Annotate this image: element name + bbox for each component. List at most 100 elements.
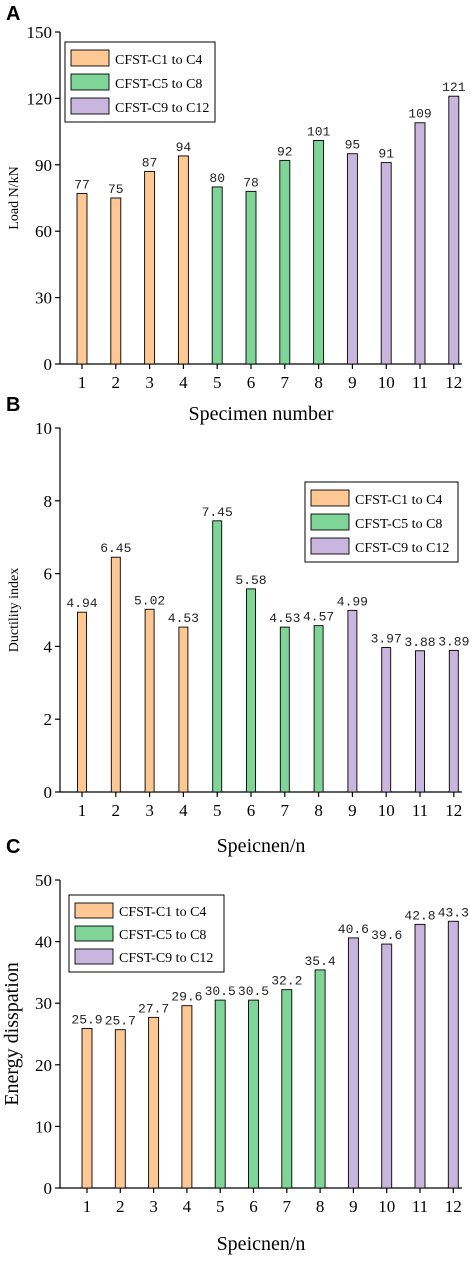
x-tick-label: 7 — [283, 1197, 292, 1216]
y-tick-label: 150 — [27, 23, 53, 42]
bar-12 — [447, 920, 459, 1189]
data-label: 30.5 — [205, 984, 236, 999]
x-tick-label: 4 — [179, 801, 188, 820]
y-tick-label: 8 — [44, 492, 53, 511]
data-label: 7.45 — [202, 505, 233, 520]
data-label: 4.57 — [303, 610, 334, 625]
legend-label: CFST-C1 to C4 — [119, 905, 206, 920]
y-tick-label: 0 — [44, 783, 53, 802]
x-tick-label: 5 — [213, 801, 222, 820]
x-tick-label: 2 — [116, 1197, 125, 1216]
x-tick-label: 1 — [78, 801, 87, 820]
data-label: 43.3 — [438, 905, 469, 920]
x-tick-label: 4 — [183, 1197, 192, 1216]
y-tick-label: 0 — [44, 1179, 53, 1198]
data-label: 91 — [378, 147, 394, 162]
data-label: 3.88 — [404, 635, 435, 650]
legend-swatch — [310, 513, 350, 531]
x-tick-label: 10 — [378, 801, 395, 820]
y-tick-label: 50 — [35, 871, 52, 890]
data-label: 35.4 — [304, 954, 335, 969]
legend: CFST-C1 to C4 CFST-C5 to C8 CFST-C9 to C12 — [68, 894, 225, 973]
bar-8 — [313, 140, 325, 365]
legend-label: CFST-C5 to C8 — [355, 517, 442, 532]
x-tick-label: 7 — [281, 373, 290, 392]
data-label: 4.94 — [66, 596, 97, 611]
legend-swatch — [74, 902, 114, 919]
bar-9 — [346, 153, 358, 365]
y-tick-label: 20 — [35, 1056, 52, 1075]
bar-12 — [448, 95, 460, 365]
data-label: 29.6 — [171, 990, 202, 1005]
data-label: 109 — [408, 107, 431, 122]
data-label: 121 — [442, 80, 466, 95]
x-tick-label: 12 — [445, 373, 462, 392]
x-tick-label: 7 — [281, 801, 290, 820]
x-tick-label: 11 — [412, 373, 428, 392]
x-tick-label: 9 — [348, 801, 357, 820]
y-tick-label: 0 — [44, 355, 53, 374]
y-tick-label: 10 — [35, 419, 52, 438]
x-tick-label: 12 — [445, 1197, 462, 1216]
panel-letter: B — [6, 394, 20, 416]
x-tick-label: 6 — [247, 801, 256, 820]
x-tick-label: 3 — [149, 1197, 158, 1216]
chart-panel-b: B 0 2 4 6 8 10 1 4.94 2 6.45 3 5.02 4 4.53 5 7.45 6 5.58 7 4… — [6, 394, 469, 857]
panel-letter: A — [6, 3, 20, 25]
y-tick-label: 4 — [44, 637, 53, 656]
legend-label: CFST-C5 to C8 — [119, 928, 206, 943]
bar-10 — [381, 943, 393, 1189]
data-label: 25.9 — [71, 1012, 102, 1027]
x-tick-label: 1 — [83, 1197, 92, 1216]
x-tick-label: 3 — [145, 801, 154, 820]
data-label: 27.7 — [138, 1001, 169, 1016]
x-tick-label: 6 — [249, 1197, 258, 1216]
y-tick-label: 6 — [44, 565, 53, 584]
data-label: 30.5 — [238, 984, 269, 999]
data-label: 94 — [176, 140, 192, 155]
legend-swatch — [74, 925, 114, 942]
bar-5 — [214, 999, 226, 1189]
x-tick-label: 9 — [348, 373, 357, 392]
bar-11 — [414, 923, 426, 1189]
y-tick-label: 60 — [35, 222, 52, 241]
x-tick-label: 12 — [445, 801, 462, 820]
bar-9 — [347, 609, 358, 793]
x-tick-label: 1 — [78, 373, 87, 392]
x-tick-label: 10 — [378, 1197, 395, 1216]
bar-4 — [181, 1005, 193, 1189]
y-tick-label: 10 — [35, 1117, 52, 1136]
bar-2 — [110, 197, 122, 365]
y-tick-label: 30 — [35, 994, 52, 1013]
legend-label: CFST-C5 to C8 — [115, 77, 202, 92]
x-tick-label: 3 — [145, 373, 154, 392]
bar-7 — [281, 989, 293, 1189]
data-label: 87 — [142, 155, 158, 170]
x-tick-label: 8 — [314, 801, 323, 820]
y-axis-title: Load N/kN — [7, 166, 22, 229]
x-axis-title: Speicnen/n — [217, 835, 306, 857]
data-label: 6.45 — [100, 541, 131, 556]
bar-10 — [381, 647, 392, 793]
bar-2 — [110, 556, 121, 793]
data-label: 75 — [108, 182, 124, 197]
bar-6 — [245, 190, 257, 365]
x-tick-label: 11 — [412, 1197, 428, 1216]
bar-4 — [178, 626, 189, 793]
bar-3 — [148, 1016, 160, 1189]
bar-8 — [313, 625, 324, 793]
x-tick-label: 5 — [213, 373, 222, 392]
data-label: 32.2 — [271, 974, 302, 989]
bar-6 — [246, 588, 256, 793]
bar-7 — [279, 159, 291, 365]
legend-label: CFST-C1 to C4 — [355, 493, 442, 508]
bar-1 — [77, 611, 87, 793]
data-label: 4.53 — [168, 611, 199, 626]
legend-swatch — [74, 948, 114, 965]
data-label: 3.89 — [438, 634, 469, 649]
bar-10 — [380, 162, 392, 365]
data-label: 25.7 — [105, 1014, 136, 1029]
legend-label: CFST-C9 to C12 — [355, 541, 449, 556]
y-tick-label: 40 — [35, 933, 52, 952]
bar-11 — [414, 122, 426, 365]
